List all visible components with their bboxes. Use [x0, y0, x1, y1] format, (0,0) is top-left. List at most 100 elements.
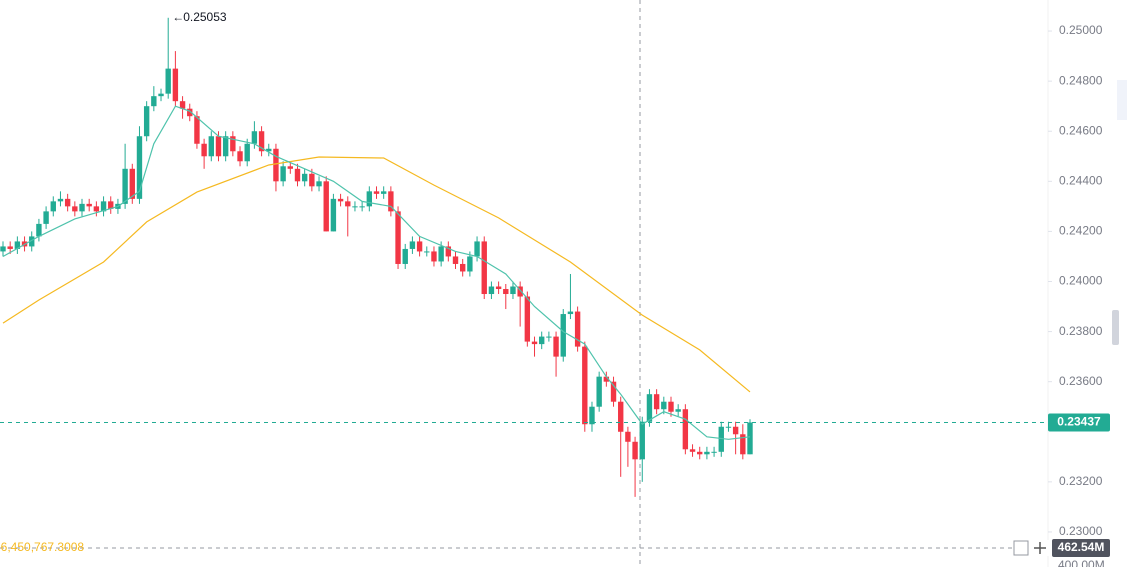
candle-body — [165, 68, 171, 94]
candle-body — [718, 426, 724, 452]
candle-body — [639, 421, 645, 460]
candle-body — [517, 286, 523, 297]
candle-body — [230, 136, 236, 152]
y-tick-label: 0.24200 — [1059, 224, 1103, 238]
candle-body — [215, 136, 222, 157]
candle-body — [747, 422, 753, 455]
candle-body — [43, 211, 49, 224]
candle-body — [503, 289, 509, 295]
candle-body — [172, 68, 179, 102]
y-tick-label: 0.24000 — [1059, 274, 1103, 288]
moving-average-line — [2, 105, 751, 440]
candle-body — [337, 198, 344, 202]
y-tick-label: 0.23200 — [1059, 474, 1103, 488]
candle-body — [409, 241, 416, 249]
candle-body — [50, 201, 56, 212]
candle-body — [582, 346, 588, 425]
collapse-handle[interactable] — [1112, 310, 1119, 345]
candle-body — [158, 93, 164, 97]
candle-body — [661, 401, 667, 410]
candle-body — [668, 401, 674, 412]
candle-body — [100, 201, 107, 212]
candle-body — [359, 206, 365, 208]
candle-body — [395, 211, 401, 264]
candle-body — [682, 409, 689, 450]
candle-body — [474, 241, 480, 257]
candle-body — [567, 311, 574, 315]
last-price-tag — [1048, 413, 1110, 432]
moving-average-line — [2, 156, 751, 393]
candle-body — [151, 96, 157, 107]
expand-icon[interactable] — [1013, 540, 1029, 556]
candle-body — [725, 426, 732, 428]
y-tick-label: 0.24600 — [1059, 123, 1103, 137]
candle-body — [179, 101, 186, 109]
candle-body — [553, 336, 559, 357]
candle-body — [589, 406, 595, 425]
max-annotation: 0.25053 — [183, 10, 227, 24]
candle-body — [732, 426, 739, 435]
candle-body — [467, 256, 473, 272]
candle-body — [0, 246, 6, 252]
candle-body — [122, 168, 128, 204]
y-tick-label: 0.23000 — [1059, 524, 1103, 538]
candle-body — [287, 166, 294, 169]
candle-body — [438, 246, 444, 262]
candle-body — [481, 241, 487, 295]
y-tick-label: 0.24800 — [1059, 73, 1103, 87]
y-tick-label: 0.24400 — [1059, 173, 1103, 187]
candle-body — [301, 173, 308, 182]
candle-body — [452, 256, 459, 264]
candle-body — [86, 203, 92, 207]
y-tick-label: 0.23800 — [1059, 324, 1103, 338]
y-tick-label: 0.23600 — [1059, 374, 1103, 388]
candle-body — [266, 148, 272, 152]
candle-body — [316, 181, 322, 187]
candle-body — [136, 136, 143, 199]
candle-body — [625, 431, 631, 442]
candle-body — [36, 223, 42, 237]
candle-body — [495, 286, 502, 290]
candle-body — [222, 136, 229, 157]
candle-body — [64, 198, 71, 207]
candle-body — [697, 451, 703, 455]
scroll-handle[interactable] — [1117, 80, 1127, 120]
candle-body — [431, 251, 437, 262]
candle-body — [510, 286, 516, 295]
max-arrow: ← — [172, 10, 184, 24]
candle-body — [7, 246, 13, 249]
candle-body — [352, 206, 358, 208]
candle-body — [280, 166, 286, 182]
candle-body — [380, 191, 387, 194]
candle-body — [14, 241, 21, 249]
candle-body — [653, 394, 660, 410]
candle-body — [675, 409, 681, 412]
candle-body — [524, 296, 531, 342]
add-icon — [1034, 542, 1046, 554]
candle-body — [108, 201, 114, 209]
candle-body — [416, 241, 423, 252]
candle-body — [29, 236, 35, 247]
candle-body — [689, 449, 696, 452]
candle-body — [618, 401, 624, 432]
candle-body — [424, 251, 430, 253]
y-tick-label: 0.25000 — [1059, 23, 1103, 37]
candle-body — [373, 191, 380, 194]
candle-body — [388, 191, 394, 212]
candle-body — [79, 203, 85, 212]
candle-body — [632, 441, 638, 460]
candle-body — [201, 143, 207, 157]
candle-body — [194, 116, 200, 144]
candle-body — [546, 336, 552, 338]
candle-body — [488, 286, 495, 295]
candle-body — [330, 198, 337, 232]
volume-tag-label: 462.54M — [1058, 540, 1105, 554]
candle-body — [244, 143, 250, 162]
candle-body — [143, 106, 150, 137]
candle-body — [187, 108, 193, 117]
candle-body — [531, 341, 538, 345]
candle-body — [610, 381, 617, 402]
volume-axis-label: 400.00M — [1058, 558, 1105, 567]
candle-body — [72, 206, 78, 212]
